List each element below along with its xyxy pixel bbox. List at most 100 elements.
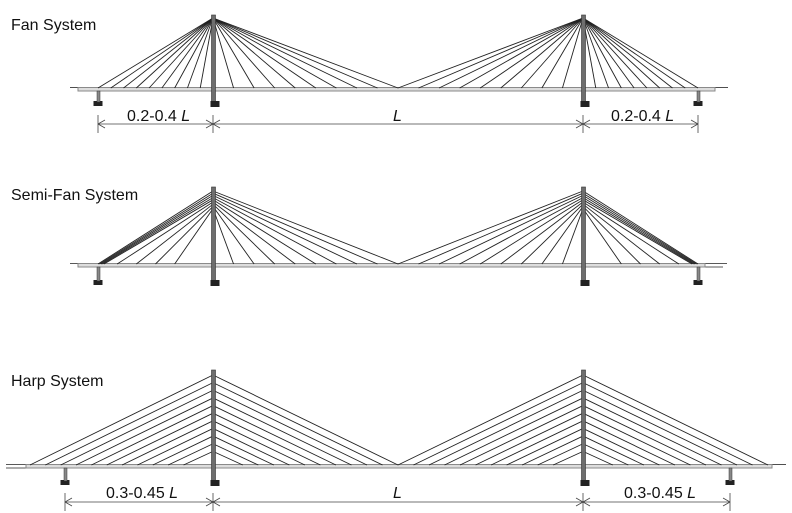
harp-main-span-label: L [393,485,402,502]
fan-cable [212,17,317,89]
dimension-arrow [690,119,699,125]
semi-fan-cable [521,203,584,265]
semi-fan-cable [418,192,584,265]
fan-cable [438,17,584,89]
dimension-arrow [575,497,584,503]
pier-footing [725,480,735,485]
dimension-arrow [205,501,214,507]
fan-cable [97,17,214,89]
deck [77,263,706,268]
harp-cable [506,428,584,466]
dimension-arrow [212,501,221,507]
dimension-arrow [575,501,584,507]
harp-cable [582,428,660,466]
semi-fan-cable [582,201,680,265]
fan-cable [397,17,584,89]
tower [581,14,586,105]
harp-cable [75,397,214,466]
harp-cable [45,382,214,466]
harp-right-span-label: 0.3-0.45 L [624,485,696,502]
harp-cable [168,443,214,466]
harp-cable [212,405,337,466]
dimension-arrow [582,501,591,507]
tower-footing [580,480,590,486]
fan-cable [212,17,296,89]
semi-fan-cable [212,197,337,265]
harp-cable [106,412,214,466]
fan-cable [520,17,584,89]
pier [63,467,68,482]
pier-footing [60,480,70,485]
fan-cable [212,17,358,89]
fan-cable [541,17,584,89]
harp-cable [582,443,629,466]
semi-fan-cable [582,197,694,265]
tower [581,369,586,484]
harp-cable [212,428,290,466]
dimension-arrow [582,497,591,503]
harp-cable [582,397,722,466]
dimension-arrow [575,123,584,129]
fan-cable [212,17,337,89]
dimension-arrow [212,497,221,503]
fan-cable [582,17,609,89]
semi-fan-cable [479,199,584,265]
pier-footing [93,280,103,285]
dimension-arrow [212,119,221,125]
harp-cable [212,443,259,466]
pier [728,467,733,482]
harp-left-span-label: 0.3-0.45 L [106,485,178,502]
fan-cable [582,17,673,89]
harp-cable [522,435,584,466]
harp-cable [183,450,214,466]
semi-fan-cable [212,194,358,265]
fan-cable [582,17,686,89]
fan-cable [199,17,214,89]
dimension-arrow [582,119,591,125]
harp-cable [212,389,368,466]
fan-cable [136,17,214,89]
harp-cable [212,420,306,466]
harp-cable [121,420,214,466]
harp-cable [444,397,584,466]
semi-fan-cable [438,194,584,265]
fan-cable [582,17,660,89]
tower [581,186,586,284]
fan-cable [582,17,648,89]
fan-cable [582,17,635,89]
fan-cable [212,17,255,89]
fan-cable [479,17,584,89]
semi-fan-cable [103,199,214,265]
harp-system-title: Harp System [11,373,104,390]
harp-cable [212,374,399,466]
semi-fan-cable [99,192,214,265]
tower [211,369,216,484]
harp-cable [475,412,584,466]
fan-cable [582,17,622,89]
pier [96,266,101,282]
tower-footing [210,101,220,107]
harp-cable [60,389,214,466]
fan-cable [187,17,214,89]
harp-cable [537,443,584,466]
fan-cable [110,17,214,89]
semi-fan-cable [212,190,399,265]
semi-fan-cable [500,201,584,265]
semi-fan-cable [212,208,234,265]
pier [96,90,101,103]
pier-footing [693,101,703,106]
fan-system-title: Fan System [11,17,97,34]
dimension-arrow [205,497,214,503]
harp-cable [582,420,676,466]
semi-fan-cable [582,206,641,265]
semi-fan-cable [582,190,699,265]
harp-cable [91,405,214,466]
fan-cable [174,17,214,89]
dimension-arrow [690,123,699,129]
dimension-arrow [575,119,584,125]
harp-cable [459,405,584,466]
dimension-arrow [64,501,73,507]
semi-fan-cable [155,206,214,265]
fan-cable [562,17,584,89]
